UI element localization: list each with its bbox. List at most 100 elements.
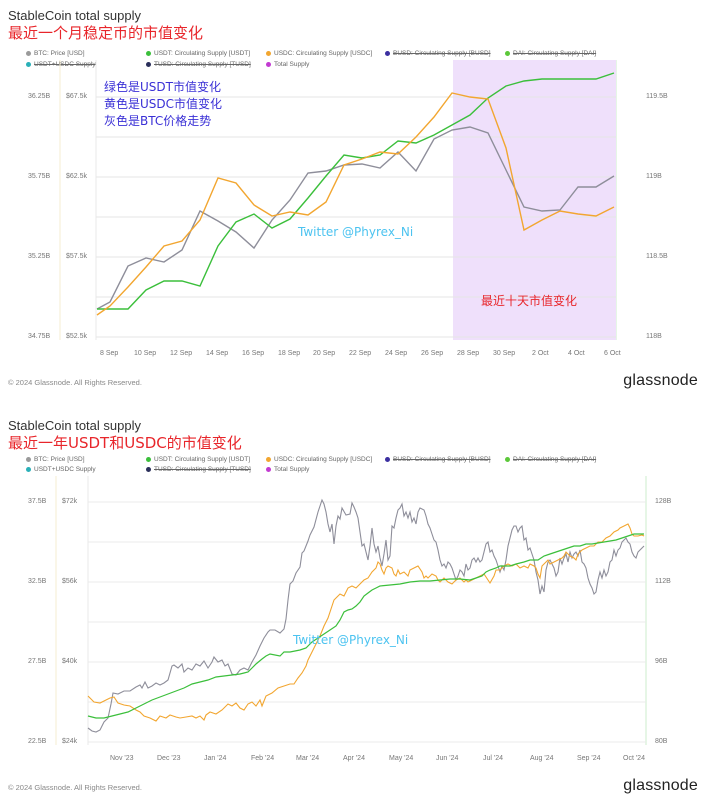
right-axis-tick: 80B — [655, 738, 668, 745]
chart-plot-monthly — [59, 60, 617, 340]
chart-title: StableCoin total supply — [8, 418, 141, 433]
copyright: © 2024 Glassnode. All Rights Reserved. — [8, 783, 142, 792]
btc-axis-tick: $40k — [62, 658, 78, 665]
btc-axis-tick: $56k — [62, 578, 78, 585]
series-usdc — [87, 523, 645, 722]
x-axis-tick: 18 Sep — [278, 350, 301, 357]
legend-item-btc[interactable]: BTC: Price [USD] — [26, 456, 85, 463]
x-axis-tick: Feb '24 — [251, 755, 275, 762]
left-axis-tick: 35.75B — [28, 173, 51, 180]
legend-dot-icon — [146, 456, 151, 462]
annotation-note-usdt: 绿色是USDT市值变化 — [104, 80, 221, 94]
x-axis-tick: 20 Sep — [313, 350, 336, 357]
legend-dot-icon — [385, 456, 390, 462]
highlight-label: 最近十天市值变化 — [481, 294, 578, 308]
chart-plot-yearly — [55, 476, 647, 745]
x-axis-tick: Mar '24 — [296, 755, 320, 762]
legend-item-usdt[interactable]: USDT: Circulating Supply [USDT] — [146, 50, 250, 57]
legend-item-usdt[interactable]: USDT: Circulating Supply [USDT] — [146, 456, 250, 463]
legend-dot-icon — [26, 466, 31, 472]
x-axis-tick: 10 Sep — [134, 350, 157, 357]
x-axis-tick: 28 Sep — [457, 350, 480, 357]
series-usdt — [97, 72, 615, 310]
right-axis-tick: 96B — [655, 658, 668, 665]
x-axis-tick: Apr '24 — [343, 755, 365, 762]
legend-item-usdt-usdc[interactable]: USDT+USDC Supply — [26, 61, 96, 68]
watermark: Twitter @Phyrex_Ni — [298, 225, 414, 239]
legend-dot-icon — [385, 50, 390, 56]
x-axis-tick: Dec '23 — [157, 755, 181, 762]
right-axis-tick: 118.5B — [646, 253, 668, 260]
x-axis-tick: 6 Oct — [604, 350, 621, 357]
right-axis-tick: 128B — [655, 498, 672, 505]
x-axis-tick: 2 Oct — [532, 350, 549, 357]
legend-item-usdt-usdc[interactable]: USDT+USDC Supply — [26, 466, 96, 473]
right-axis-tick: 119.5B — [646, 93, 668, 100]
legend-dot-icon — [266, 456, 271, 462]
x-axis-tick: 30 Sep — [493, 350, 516, 357]
x-axis-tick: Aug '24 — [530, 755, 554, 762]
x-axis-tick: Oct '24 — [623, 755, 645, 762]
legend-dot-icon — [266, 466, 271, 472]
glassnode-logo: glassnode — [623, 372, 698, 389]
legend-dot-icon — [26, 456, 31, 462]
btc-axis-tick: $67.5k — [66, 93, 88, 100]
legend-item-dai[interactable]: DAI: Circulating Supply [DAI] — [505, 50, 596, 57]
legend-dot-icon — [26, 50, 31, 56]
legend-item-usdc[interactable]: USDC: Circulating Supply [USDC] — [266, 456, 372, 463]
legend-item-busd[interactable]: BUSD: Circulating Supply [BUSD] — [385, 456, 491, 463]
x-axis-tick: 12 Sep — [170, 350, 193, 357]
highlight-region — [453, 60, 616, 340]
chart-subtitle: 最近一个月稳定币的市值变化 — [8, 24, 204, 42]
left-axis-tick: 22.5B — [28, 738, 47, 745]
left-axis-tick: 34.75B — [28, 333, 51, 340]
right-axis-tick: 112B — [655, 578, 671, 585]
annotation-note-usdc: 黄色是USDC市值变化 — [104, 97, 223, 111]
legend-dot-icon — [266, 61, 271, 67]
series-btc — [96, 126, 615, 310]
legend-dot-icon — [266, 50, 271, 56]
x-axis-tick: 4 Oct — [568, 350, 585, 357]
legend-item-usdc[interactable]: USDC: Circulating Supply [USDC] — [266, 50, 372, 57]
legend-dot-icon — [146, 61, 151, 67]
watermark: Twitter @Phyrex_Ni — [293, 633, 409, 647]
left-axis-tick: 37.5B — [28, 498, 47, 505]
chart-subtitle: 最近一年USDT和USDC的市值变化 — [8, 434, 242, 452]
right-axis-tick: 119B — [646, 173, 662, 180]
x-axis-tick: 16 Sep — [242, 350, 265, 357]
x-axis-tick: 22 Sep — [349, 350, 372, 357]
legend-dot-icon — [26, 61, 31, 67]
legend-item-busd[interactable]: BUSD: Circulating Supply [BUSD] — [385, 50, 491, 57]
legend-dot-icon — [146, 50, 151, 56]
x-axis-tick: Jul '24 — [483, 755, 504, 762]
btc-axis-tick: $72k — [62, 498, 78, 505]
left-axis-tick: 32.5B — [28, 578, 47, 585]
btc-axis-tick: $62.5k — [66, 173, 88, 180]
legend-item-total[interactable]: Total Supply — [266, 466, 309, 473]
annotation-note-btc: 灰色是BTC价格走势 — [104, 114, 212, 128]
x-axis-tick: Jan '24 — [204, 755, 227, 762]
legend-item-btc[interactable]: BTC: Price [USD] — [26, 50, 85, 57]
btc-axis-tick: $52.5k — [66, 333, 88, 340]
x-axis-tick: 8 Sep — [100, 350, 119, 357]
series-usdc — [96, 92, 615, 316]
x-axis-tick: May '24 — [389, 755, 414, 762]
legend-item-dai[interactable]: DAI: Circulating Supply [DAI] — [505, 456, 596, 463]
chart-panel-yearly: StableCoin total supply 最近一年USDT和USDC的市值… — [0, 400, 706, 797]
glassnode-logo: glassnode — [623, 777, 698, 794]
legend-item-tusd[interactable]: TUSD: Circulating Supply [TUSD] — [146, 466, 251, 473]
chart-title: StableCoin total supply — [8, 8, 141, 23]
x-axis-tick: 14 Sep — [206, 350, 229, 357]
legend-dot-icon — [505, 50, 510, 56]
left-axis-tick: 27.5B — [28, 658, 47, 665]
x-axis-tick: Sep '24 — [577, 755, 601, 762]
left-axis-tick: 36.25B — [28, 93, 51, 100]
legend-item-total[interactable]: Total Supply — [266, 61, 309, 68]
copyright: © 2024 Glassnode. All Rights Reserved. — [8, 378, 142, 387]
right-axis-tick: 118B — [646, 333, 662, 340]
legend-dot-icon — [146, 466, 151, 472]
x-axis-tick: Nov '23 — [110, 755, 134, 762]
btc-axis-tick: $24k — [62, 738, 78, 745]
series-btc — [87, 498, 645, 733]
legend-item-tusd[interactable]: TUSD: Circulating Supply [TUSD] — [146, 61, 251, 68]
